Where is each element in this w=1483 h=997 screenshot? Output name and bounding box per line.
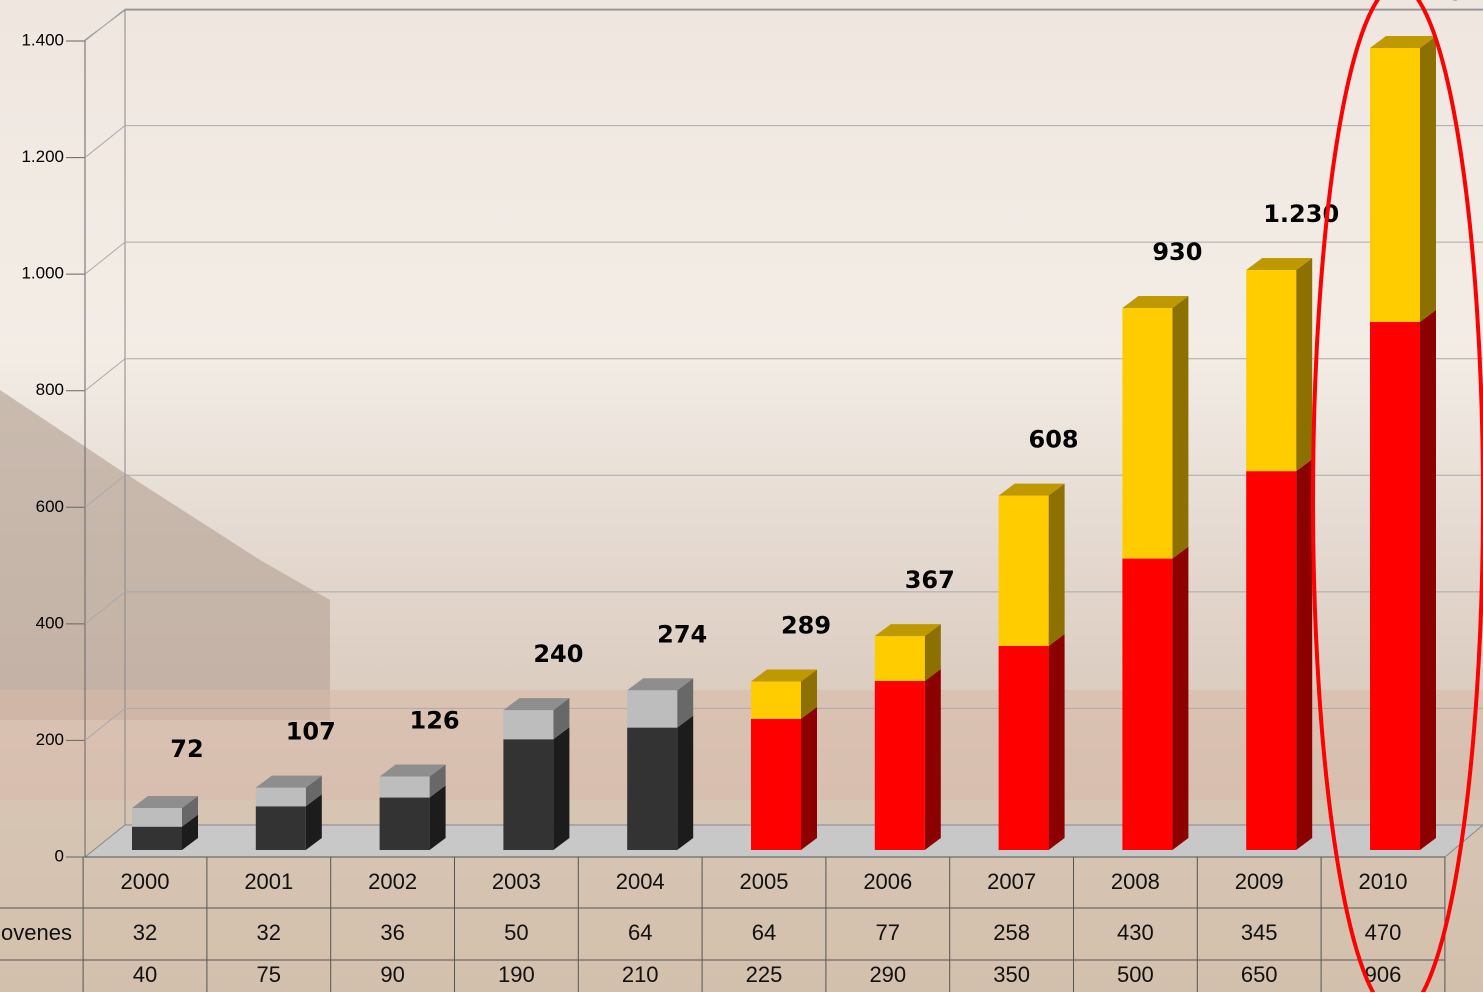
table-value: 290 — [869, 962, 906, 987]
table-value: 430 — [1117, 920, 1154, 945]
bar-segment — [380, 777, 430, 798]
bar-segment — [1246, 471, 1296, 850]
x-tick-label: 2001 — [244, 869, 293, 894]
table-value: 90 — [380, 962, 404, 987]
x-tick-label: 2006 — [863, 869, 912, 894]
bar-segment — [132, 808, 182, 827]
y-tick-label: 1.200 — [21, 147, 64, 166]
total-label: 289 — [781, 612, 831, 640]
table-value: 210 — [622, 962, 659, 987]
bar-segment — [751, 719, 801, 850]
table-value: 470 — [1365, 920, 1402, 945]
bar-side — [801, 707, 817, 850]
x-tick-label: 2004 — [616, 869, 665, 894]
bar-segment — [875, 636, 925, 681]
table-value: 350 — [993, 962, 1030, 987]
bar-segment — [132, 827, 182, 850]
x-tick-label: 2002 — [368, 869, 417, 894]
total-label: 608 — [1029, 426, 1079, 454]
y-tick-label: 200 — [36, 730, 64, 749]
bar-side — [1049, 634, 1065, 850]
table-value: 40 — [133, 962, 157, 987]
bar-side — [1420, 310, 1436, 850]
x-tick-label: 2008 — [1111, 869, 1160, 894]
bar-side — [1172, 296, 1188, 559]
x-tick-label: 2000 — [121, 869, 170, 894]
bar-segment — [1122, 308, 1172, 559]
bar-segment — [1370, 322, 1420, 850]
y-tick-label: 600 — [36, 497, 64, 516]
row-header: ovenes — [1, 920, 72, 945]
bar-side — [1049, 484, 1065, 646]
x-tick-label: 2010 — [1359, 869, 1408, 894]
y-tick-label: 1.000 — [21, 264, 64, 283]
bar-side — [1172, 547, 1188, 850]
total-label: 72 — [170, 735, 203, 763]
bar-segment — [256, 788, 306, 807]
table-value: 225 — [746, 962, 783, 987]
total-label: 126 — [410, 707, 460, 735]
bar-side — [553, 727, 569, 850]
bar-segment — [999, 646, 1049, 850]
x-tick-label: 2005 — [740, 869, 789, 894]
table-value: 50 — [504, 920, 528, 945]
table-value: 36 — [380, 920, 404, 945]
bar-segment — [627, 728, 677, 850]
total-label: 367 — [905, 566, 955, 594]
table-value: 650 — [1241, 962, 1278, 987]
bar-segment — [751, 682, 801, 719]
y-tick-label: 1.400 — [21, 30, 64, 49]
table-value: 32 — [257, 920, 281, 945]
total-label: 1.376 — [1387, 0, 1463, 6]
bar-side — [925, 669, 941, 850]
x-tick-label: 2007 — [987, 869, 1036, 894]
y-tick-label: 800 — [36, 380, 64, 399]
table-value: 500 — [1117, 962, 1154, 987]
bar-segment — [503, 739, 553, 850]
table-value: 258 — [993, 920, 1030, 945]
bar-segment — [875, 681, 925, 850]
bar-segment — [1370, 48, 1420, 322]
bar-segment — [380, 798, 430, 850]
total-label: 107 — [286, 718, 336, 746]
y-tick-label: 0 — [55, 846, 64, 865]
table-value: 32 — [133, 920, 157, 945]
bar-segment — [503, 710, 553, 739]
bar-segment — [999, 496, 1049, 646]
x-tick-label: 2009 — [1235, 869, 1284, 894]
table-value: 77 — [876, 920, 900, 945]
table-value: 64 — [752, 920, 776, 945]
bar-side — [1296, 459, 1312, 850]
bar-segment — [1122, 559, 1172, 850]
total-label: 930 — [1152, 238, 1202, 266]
bar-segment — [627, 690, 677, 727]
y-tick-label: 400 — [36, 613, 64, 632]
table-value: 64 — [628, 920, 652, 945]
table-value: 345 — [1241, 920, 1278, 945]
bar-side — [677, 716, 693, 850]
x-tick-label: 2003 — [492, 869, 541, 894]
chart: 0 200 400 600 800 1.000 1.200 1.400 72 107 126 240… — [0, 0, 1483, 992]
table-value: 75 — [257, 962, 281, 987]
bar-side — [1420, 36, 1436, 322]
total-label: 240 — [533, 640, 583, 668]
bar-side — [1296, 258, 1312, 471]
total-label: 274 — [657, 620, 707, 648]
bar-segment — [1246, 270, 1296, 471]
table-value: 190 — [498, 962, 535, 987]
bar-segment — [256, 806, 306, 850]
